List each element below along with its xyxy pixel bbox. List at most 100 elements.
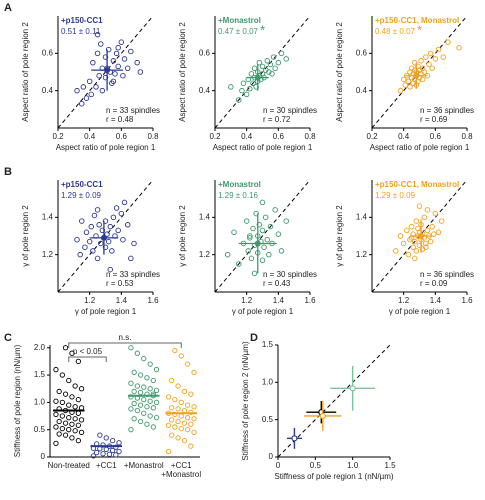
point bbox=[80, 84, 87, 90]
point bbox=[253, 84, 259, 90]
point bbox=[150, 377, 157, 384]
point bbox=[181, 407, 188, 414]
point bbox=[184, 415, 191, 421]
y-axis-label: Aspect ratio of pole region 2 bbox=[335, 22, 344, 122]
x-tick-label: Non-treated bbox=[47, 461, 90, 470]
point bbox=[181, 388, 188, 395]
point bbox=[153, 387, 160, 393]
point bbox=[106, 451, 113, 457]
point bbox=[69, 394, 75, 400]
point bbox=[137, 418, 144, 425]
point bbox=[53, 398, 59, 404]
point bbox=[188, 409, 194, 415]
point bbox=[78, 386, 85, 392]
point bbox=[124, 65, 131, 72]
point bbox=[404, 227, 410, 234]
point bbox=[75, 396, 82, 403]
y-tick-label: 0.6 bbox=[199, 48, 211, 57]
point bbox=[113, 444, 119, 450]
n-label: n = 30 spindles bbox=[263, 270, 317, 279]
point bbox=[83, 95, 90, 101]
x-axis-label: γ of pole region 1 bbox=[389, 307, 451, 316]
y-axis-label: Stiffness of pole region (nN/µm) bbox=[13, 344, 22, 457]
summary: 1.29 ± 0.16 bbox=[218, 191, 259, 200]
panel-title: +p150-CC1, Monastrol bbox=[375, 180, 459, 189]
point bbox=[283, 218, 290, 224]
point bbox=[181, 420, 188, 426]
bracket bbox=[68, 356, 107, 362]
x-tick-label: 0.4 bbox=[398, 132, 410, 141]
x-axis-label: Aspect ratio of pole region 1 bbox=[370, 143, 470, 152]
point bbox=[102, 218, 109, 224]
point bbox=[97, 446, 103, 452]
point bbox=[264, 58, 271, 64]
point bbox=[427, 238, 434, 245]
point bbox=[131, 400, 137, 407]
point bbox=[137, 389, 144, 396]
x-tick-label: 0 bbox=[276, 461, 281, 470]
point bbox=[419, 76, 426, 83]
point bbox=[235, 97, 242, 103]
mean-point bbox=[100, 234, 107, 241]
significance: * bbox=[417, 22, 422, 37]
r-label: r = 0.09 bbox=[420, 279, 448, 288]
point bbox=[110, 437, 116, 444]
point bbox=[147, 386, 153, 392]
point bbox=[264, 236, 271, 243]
x-tick-label: 0.4 bbox=[241, 132, 253, 141]
point bbox=[250, 80, 256, 86]
point bbox=[128, 255, 134, 262]
point bbox=[150, 405, 157, 411]
n-label: n = 33 spindles bbox=[106, 270, 160, 279]
point bbox=[137, 372, 144, 378]
point bbox=[104, 231, 110, 237]
point bbox=[110, 447, 116, 454]
point bbox=[424, 227, 431, 234]
x-axis-label: Stiffness of pole region 1 (nN/µm) bbox=[274, 472, 394, 481]
point bbox=[270, 54, 277, 60]
point bbox=[247, 235, 253, 241]
point bbox=[147, 413, 153, 419]
point bbox=[88, 223, 94, 230]
point bbox=[102, 244, 109, 250]
point bbox=[134, 407, 141, 414]
point bbox=[424, 207, 431, 213]
x-tick-label: 0.5 bbox=[310, 461, 322, 470]
point bbox=[78, 100, 85, 107]
x-tick-label: 1.4 bbox=[430, 296, 442, 305]
point bbox=[131, 388, 137, 395]
y-tick-label: 0 bbox=[269, 452, 274, 461]
point bbox=[175, 418, 181, 425]
summary: 0.48 ± 0.07 bbox=[375, 27, 416, 36]
point bbox=[165, 422, 172, 428]
point bbox=[407, 84, 413, 90]
panel-title: +p150-CC1 bbox=[61, 16, 103, 25]
y-tick-label: 1.2 bbox=[199, 250, 211, 259]
point bbox=[72, 404, 78, 410]
x-axis-label: γ of pole region 1 bbox=[232, 307, 294, 316]
y-tick-label: 0.4 bbox=[42, 86, 54, 95]
point bbox=[267, 61, 274, 68]
x-tick-label: 1.5 bbox=[384, 461, 396, 470]
y-tick-label: 0.6 bbox=[42, 48, 54, 57]
point bbox=[259, 63, 266, 70]
y-tick-label: 1.2 bbox=[42, 250, 54, 259]
point bbox=[59, 399, 65, 406]
x-tick-label: 1.4 bbox=[273, 296, 285, 305]
point bbox=[418, 58, 424, 64]
bracket bbox=[68, 342, 182, 348]
point bbox=[291, 435, 298, 442]
point bbox=[115, 227, 121, 234]
point bbox=[245, 248, 251, 254]
point bbox=[405, 78, 412, 85]
point bbox=[90, 248, 96, 254]
r-label: r = 0.48 bbox=[106, 115, 134, 124]
summary: 0.51 ± 0.11 bbox=[61, 27, 101, 36]
x-tick-label: 1.6 bbox=[304, 296, 316, 305]
point bbox=[435, 46, 442, 53]
point bbox=[100, 442, 106, 448]
y-tick-label: 1.5 bbox=[262, 340, 274, 349]
point bbox=[432, 210, 439, 217]
point bbox=[239, 87, 245, 94]
point bbox=[266, 251, 272, 258]
